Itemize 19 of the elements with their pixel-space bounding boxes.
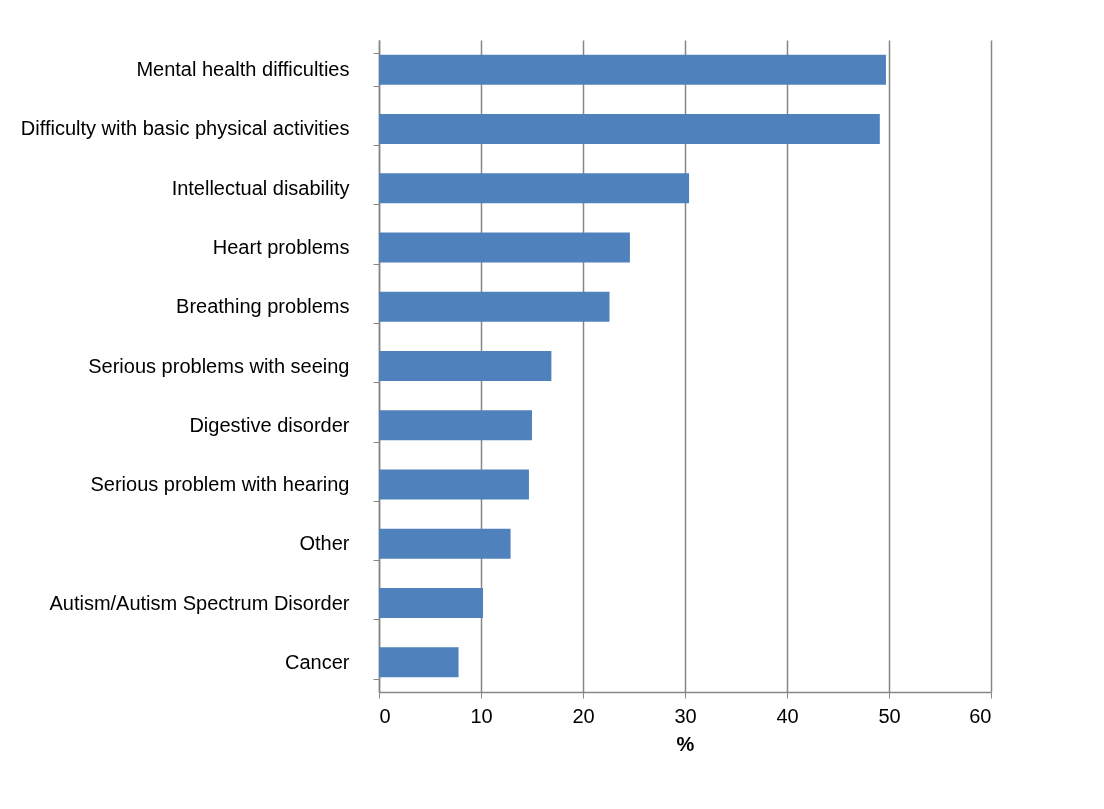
x-tick-label: 60	[969, 704, 992, 727]
x-tick-label: 20	[572, 704, 595, 727]
x-tick-label: 0	[379, 704, 391, 727]
y-tick-label: Serious problems with seeing	[88, 354, 350, 377]
y-tick-label: Cancer	[285, 650, 350, 673]
y-tick-label: Mental health difficulties	[136, 58, 350, 81]
x-tick-label: 40	[776, 704, 799, 727]
x-axis-title: %	[676, 732, 695, 755]
y-tick-label: Difficulty with basic physical activities	[20, 117, 350, 140]
y-tick-label: Digestive disorder	[189, 413, 350, 436]
y-tick-label: Other	[299, 532, 350, 555]
x-tick-label: 50	[878, 704, 901, 727]
y-tick-label: Breathing problems	[176, 295, 350, 318]
y-tick-label: Heart problems	[212, 235, 350, 258]
x-tick-label: 10	[470, 704, 493, 727]
y-tick-label: Autism/Autism Spectrum Disorder	[49, 591, 350, 614]
y-tick-label: Intellectual disability	[171, 176, 350, 199]
x-tick-label: 30	[674, 704, 697, 727]
y-tick-label: Serious problem with hearing	[90, 473, 350, 496]
